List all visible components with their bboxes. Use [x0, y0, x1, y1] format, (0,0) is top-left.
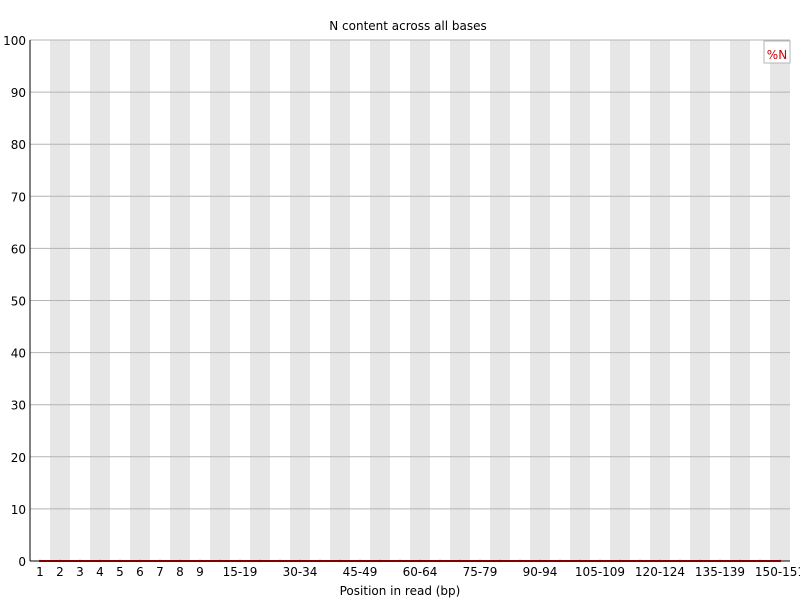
x-tick-label: 2 — [56, 565, 64, 579]
y-tick-label: 80 — [11, 138, 26, 152]
y-tick-label: 30 — [11, 399, 26, 413]
x-tick-label: 3 — [76, 565, 84, 579]
x-tick-label: 120-124 — [635, 565, 685, 579]
x-tick-label: 8 — [176, 565, 184, 579]
x-tick-label: 60-64 — [403, 565, 438, 579]
y-tick-label: 40 — [11, 347, 26, 361]
y-tick-label: 50 — [11, 295, 26, 309]
y-tick-labels: 0 10 20 30 40 50 60 70 80 90 100 — [3, 34, 26, 569]
legend-label: %N — [767, 48, 787, 62]
x-tick-label: 45-49 — [343, 565, 378, 579]
x-tick-label: 1 — [36, 565, 44, 579]
y-tick-label: 100 — [3, 34, 26, 48]
x-tick-label: 6 — [136, 565, 144, 579]
x-tick-label: 105-109 — [575, 565, 625, 579]
y-tick-label: 0 — [18, 555, 26, 569]
x-tick-label: 5 — [116, 565, 124, 579]
x-tick-label: 15-19 — [223, 565, 258, 579]
x-tick-label: 135-139 — [695, 565, 745, 579]
legend-box — [763, 40, 791, 64]
x-tick-label: 4 — [96, 565, 104, 579]
x-axis-label: Position in read (bp) — [340, 584, 461, 598]
x-tick-label: 9 — [196, 565, 204, 579]
x-tick-label: 7 — [156, 565, 164, 579]
x-tick-label: 75-79 — [463, 565, 498, 579]
x-tick-label: 30-34 — [283, 565, 318, 579]
chart-title: N content across all bases — [329, 19, 487, 33]
y-tick-label: 20 — [11, 451, 26, 465]
x-tick-labels: 1 2 3 4 5 6 7 8 9 15-19 30-34 45-49 60-64 75-79 90-94 1… — [36, 565, 800, 579]
y-tick-label: 70 — [11, 190, 26, 204]
x-tick-label: 150-151 — [755, 565, 800, 579]
x-tick-label: 90-94 — [523, 565, 558, 579]
legend: %N — [763, 40, 791, 64]
y-tick-label: 60 — [11, 242, 26, 256]
y-tick-label: 90 — [11, 86, 26, 100]
y-tick-label: 10 — [11, 503, 26, 517]
